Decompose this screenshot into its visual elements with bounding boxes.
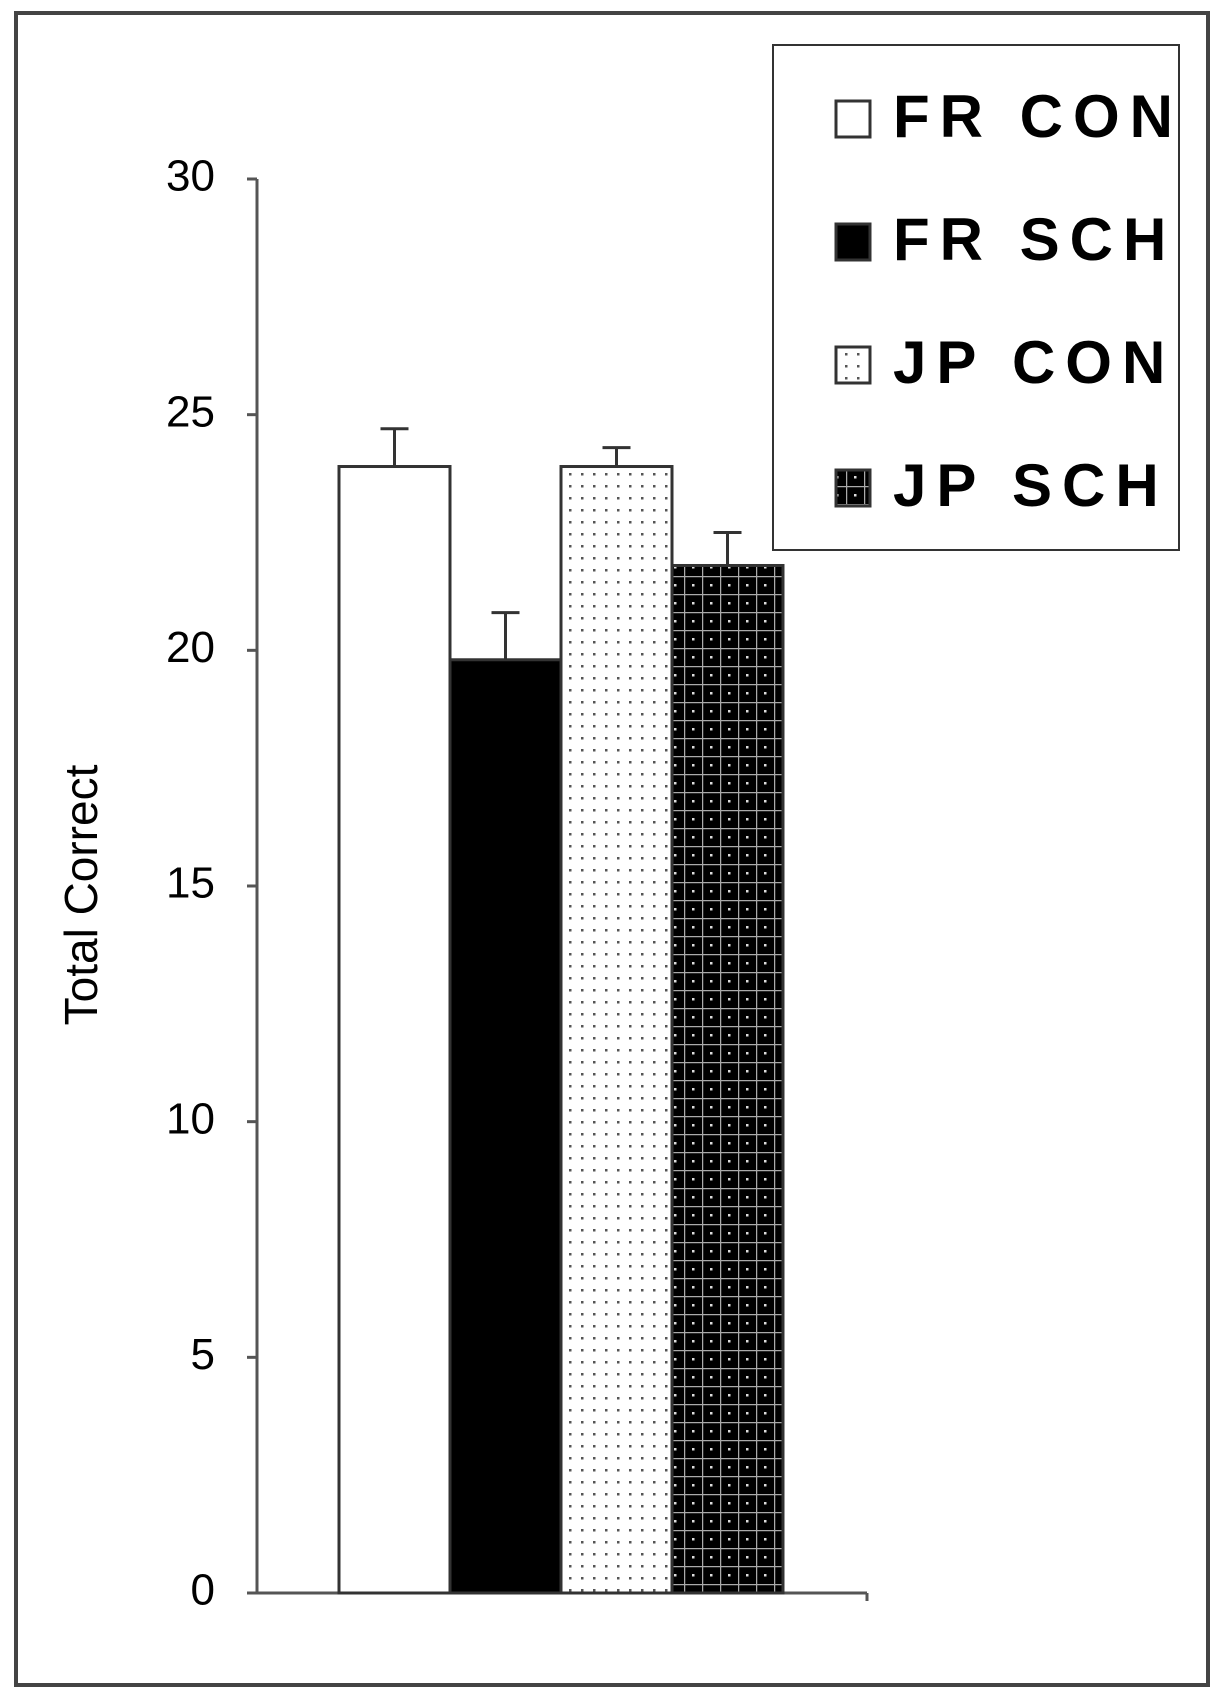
legend-swatch (834, 468, 872, 508)
legend-swatch (834, 222, 872, 262)
bar (670, 563, 785, 1595)
y-tick-label: 20 (166, 623, 215, 672)
y-tick-label: 5 (191, 1330, 215, 1379)
frame (14, 11, 1210, 1687)
y-tick-label: 15 (166, 859, 215, 908)
y-tick-label: 0 (191, 1566, 215, 1615)
bar (559, 465, 674, 1595)
legend-label: FR CON (893, 83, 1183, 150)
y-tick-label: 30 (166, 152, 215, 201)
y-tick-label: 25 (166, 387, 215, 436)
legend-label: JP SCH (893, 452, 1169, 519)
legend-label: JP CON (893, 329, 1175, 396)
legend-swatch (834, 345, 872, 385)
bar (448, 658, 563, 1595)
y-axis-label: Total Correct (55, 764, 107, 1025)
legend-label: FR SCH (893, 206, 1176, 273)
legend-swatch (834, 99, 872, 139)
bar (337, 465, 452, 1595)
y-tick-label: 10 (166, 1094, 215, 1143)
